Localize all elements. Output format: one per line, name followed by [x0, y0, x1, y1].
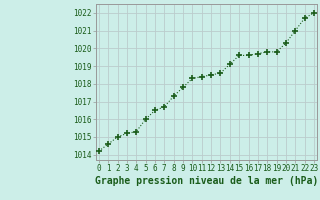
- X-axis label: Graphe pression niveau de la mer (hPa): Graphe pression niveau de la mer (hPa): [95, 176, 318, 186]
